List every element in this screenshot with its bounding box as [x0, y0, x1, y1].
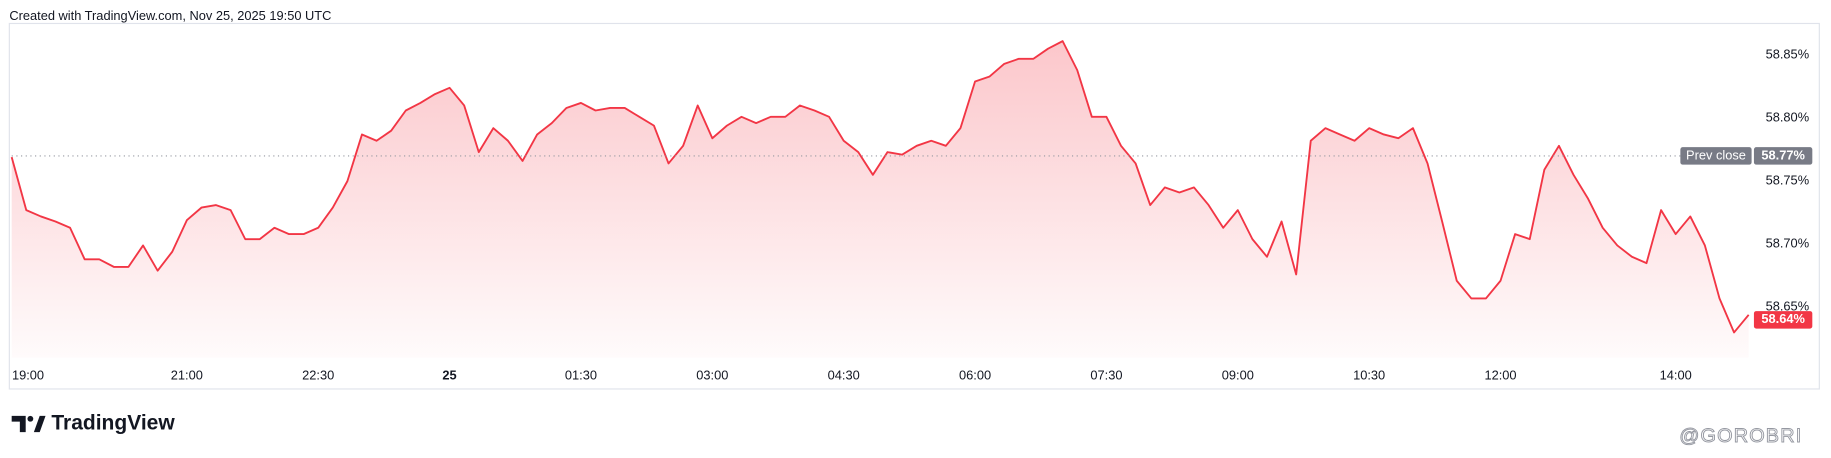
x-tick-label: 12:00	[1484, 368, 1516, 383]
watermark: @GOROBRI	[1679, 425, 1802, 447]
x-tick-label: 21:00	[171, 368, 203, 383]
y-tick-label: 58.70%	[1766, 236, 1810, 251]
price-label-value: 58.77%	[1761, 147, 1805, 162]
logo-icon	[11, 415, 46, 433]
line	[10, 40, 1750, 334]
x-tick-label: 25	[442, 368, 456, 383]
y-tick-label: 58.75%	[1766, 173, 1810, 188]
price-label-value: 58.64%	[1761, 311, 1805, 326]
y-tick-label: 58.65%	[1766, 299, 1810, 314]
area	[11, 41, 1749, 358]
chart-title: Created with TradingView.com, Nov 25, 20…	[9, 8, 331, 23]
x-tick-label: 19:00	[12, 368, 44, 383]
price-label-box	[1753, 311, 1813, 329]
x-tick-label: 04:30	[828, 368, 860, 383]
y-tick-label: 58.85%	[1766, 46, 1810, 61]
price-label-name-box	[1680, 147, 1752, 165]
pane-frame	[8, 22, 1820, 390]
price-label-name: Prev close	[1686, 147, 1746, 162]
x-tick-label: 06:00	[959, 368, 991, 383]
x-tick-label: 01:30	[565, 368, 597, 383]
x-tick-label: 09:00	[1222, 368, 1254, 383]
x-tick-label: 10:30	[1353, 368, 1385, 383]
y-tick-label: 58.80%	[1766, 109, 1810, 124]
x-tick-label: 03:00	[696, 368, 728, 383]
x-tick-label: 22:30	[302, 368, 334, 383]
x-tick-label: 07:30	[1090, 368, 1122, 383]
logo-text: TradingView	[51, 412, 175, 435]
x-tick-label: 14:00	[1660, 368, 1692, 383]
price-label-box	[1753, 147, 1813, 165]
